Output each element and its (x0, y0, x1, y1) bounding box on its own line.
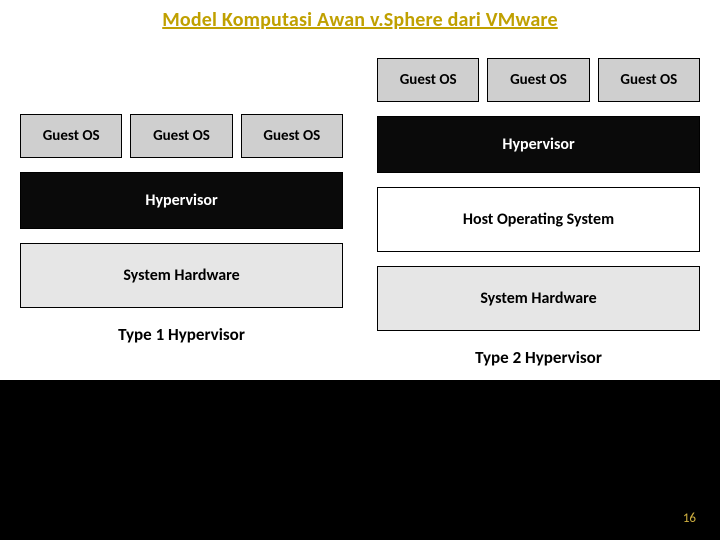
spacer (20, 58, 343, 114)
guest-os-box: Guest OS (130, 114, 232, 158)
guest-os-box: Guest OS (487, 58, 589, 102)
slide-title: Model Komputasi Awan v.Sphere dari VMwar… (162, 8, 558, 32)
column-type2: Guest OS Guest OS Guest OS Hypervisor Ho… (377, 58, 700, 368)
title-bar: Model Komputasi Awan v.Sphere dari VMwar… (0, 0, 720, 38)
page-number: 16 (683, 511, 696, 526)
column-type1: Guest OS Guest OS Guest OS Hypervisor Sy… (20, 58, 343, 368)
type-label: Type 1 Hypervisor (20, 324, 343, 345)
guest-os-box: Guest OS (20, 114, 122, 158)
guest-row: Guest OS Guest OS Guest OS (377, 58, 700, 102)
hypervisor-layer: Hypervisor (20, 172, 343, 229)
guest-row: Guest OS Guest OS Guest OS (20, 114, 343, 158)
guest-os-box: Guest OS (377, 58, 479, 102)
host-os-layer: Host Operating System (377, 187, 700, 252)
diagram-area: Guest OS Guest OS Guest OS Hypervisor Sy… (0, 38, 720, 380)
system-hardware-layer: System Hardware (377, 266, 700, 331)
type-label: Type 2 Hypervisor (377, 347, 700, 368)
guest-os-box: Guest OS (241, 114, 343, 158)
hypervisor-layer: Hypervisor (377, 116, 700, 173)
system-hardware-layer: System Hardware (20, 243, 343, 308)
guest-os-box: Guest OS (598, 58, 700, 102)
